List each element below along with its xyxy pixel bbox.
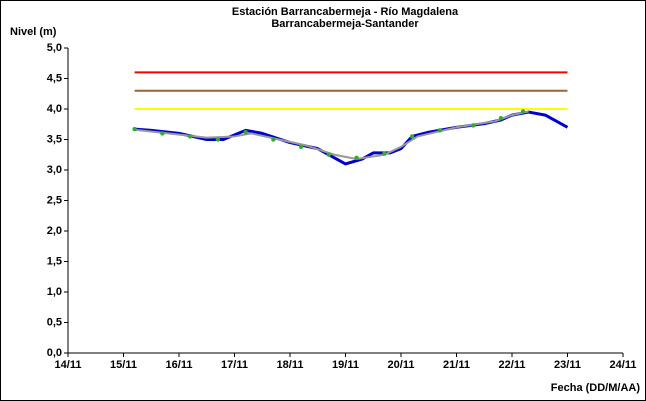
y-tick-label: 4,0 bbox=[47, 103, 62, 115]
data-point bbox=[298, 144, 304, 150]
y-tick-label: 2,0 bbox=[47, 225, 62, 237]
data-point bbox=[187, 134, 193, 139]
chart-subtitle: Barrancabermeja-Santander bbox=[271, 18, 419, 30]
y-tick-label: 2,5 bbox=[47, 194, 62, 206]
x-tick-label: 20/11 bbox=[388, 359, 415, 371]
data-point bbox=[498, 115, 504, 121]
chart-title: Estación Barrancabermeja - Río Magdalena bbox=[232, 6, 459, 18]
data-point bbox=[437, 128, 443, 133]
y-tick-label: 3,0 bbox=[47, 164, 62, 176]
series-line bbox=[134, 110, 529, 161]
data-point bbox=[470, 123, 476, 128]
data-point bbox=[326, 152, 332, 157]
data-point bbox=[409, 134, 415, 139]
y-tick-label: 1,0 bbox=[47, 286, 62, 298]
x-tick-label: 17/11 bbox=[221, 359, 248, 371]
y-tick-label: 5,0 bbox=[47, 42, 62, 54]
x-axis-label: Fecha (DD/M/AA) bbox=[551, 382, 641, 394]
x-tick-label: 14/11 bbox=[55, 359, 82, 371]
y-tick-label: 3,5 bbox=[47, 133, 62, 145]
y-tick-label: 0,0 bbox=[47, 347, 62, 359]
data-point bbox=[132, 126, 137, 132]
x-tick-label: 22/11 bbox=[499, 359, 526, 371]
y-tick-label: 4,5 bbox=[47, 72, 62, 84]
data-point bbox=[354, 155, 359, 160]
y-tick-label: 0,5 bbox=[47, 316, 62, 328]
x-tick-label: 16/11 bbox=[166, 359, 193, 371]
data-point bbox=[243, 129, 248, 135]
x-tick-label: 19/11 bbox=[332, 359, 359, 371]
data-point bbox=[271, 137, 276, 142]
data-point bbox=[160, 131, 165, 136]
x-tick-label: 23/11 bbox=[554, 359, 581, 371]
x-tick-label: 18/11 bbox=[277, 359, 304, 371]
y-axis-label: Nivel (m) bbox=[10, 26, 57, 38]
data-point bbox=[215, 137, 221, 142]
data-point bbox=[520, 109, 526, 114]
data-point bbox=[382, 151, 387, 156]
x-tick-label: 21/11 bbox=[443, 359, 470, 371]
y-tick-label: 1,5 bbox=[47, 255, 62, 267]
x-tick-label: 15/11 bbox=[110, 359, 137, 371]
x-tick-label: 24/11 bbox=[610, 359, 637, 371]
